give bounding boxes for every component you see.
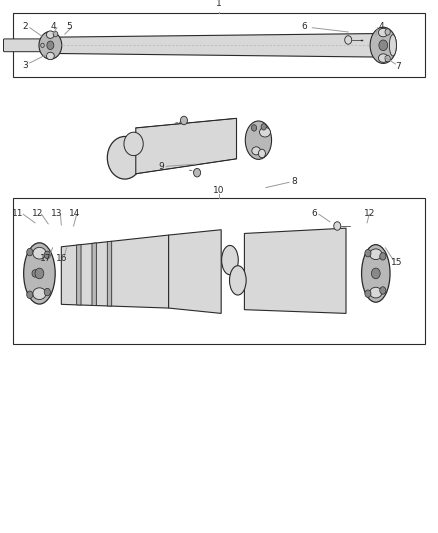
- Circle shape: [385, 55, 390, 62]
- Circle shape: [261, 124, 266, 130]
- Polygon shape: [77, 245, 81, 305]
- Ellipse shape: [370, 27, 396, 63]
- Circle shape: [32, 270, 38, 277]
- Text: 15: 15: [391, 258, 402, 266]
- Text: 17: 17: [40, 254, 52, 263]
- Circle shape: [27, 291, 33, 298]
- Ellipse shape: [252, 147, 261, 155]
- Polygon shape: [169, 230, 221, 313]
- Text: 5: 5: [66, 22, 72, 31]
- Ellipse shape: [245, 121, 272, 159]
- Polygon shape: [61, 235, 169, 308]
- Text: 6: 6: [311, 209, 318, 217]
- Polygon shape: [136, 118, 237, 174]
- Ellipse shape: [46, 31, 54, 38]
- Polygon shape: [92, 243, 96, 305]
- Text: 6: 6: [301, 22, 307, 31]
- Ellipse shape: [230, 265, 246, 295]
- Circle shape: [27, 248, 33, 256]
- Ellipse shape: [33, 247, 46, 259]
- Polygon shape: [59, 34, 374, 57]
- Circle shape: [41, 43, 44, 47]
- Circle shape: [47, 41, 54, 50]
- Circle shape: [365, 290, 371, 297]
- Polygon shape: [244, 228, 346, 313]
- Ellipse shape: [370, 287, 382, 298]
- Text: 12: 12: [364, 209, 376, 217]
- Polygon shape: [107, 241, 112, 306]
- Text: 9: 9: [158, 162, 164, 171]
- Text: 2: 2: [23, 22, 28, 31]
- Circle shape: [107, 136, 142, 179]
- Circle shape: [371, 268, 380, 279]
- Ellipse shape: [389, 35, 396, 56]
- Ellipse shape: [39, 31, 62, 59]
- Circle shape: [385, 29, 390, 35]
- Ellipse shape: [370, 249, 382, 260]
- Circle shape: [124, 132, 143, 156]
- Circle shape: [44, 288, 50, 296]
- Text: 4: 4: [378, 22, 384, 31]
- Text: 14: 14: [69, 209, 80, 217]
- Ellipse shape: [361, 245, 390, 302]
- Ellipse shape: [46, 52, 54, 60]
- Ellipse shape: [24, 243, 55, 304]
- Circle shape: [180, 116, 187, 125]
- Text: 12: 12: [32, 209, 43, 217]
- Text: 7: 7: [396, 62, 402, 71]
- Text: 8: 8: [291, 177, 297, 185]
- Text: 13: 13: [51, 209, 63, 217]
- Text: 1: 1: [216, 0, 222, 8]
- Ellipse shape: [378, 54, 388, 62]
- Text: 11: 11: [12, 209, 23, 217]
- Circle shape: [334, 222, 341, 230]
- Circle shape: [251, 125, 257, 131]
- Circle shape: [258, 149, 265, 158]
- Circle shape: [44, 251, 50, 259]
- Circle shape: [35, 268, 44, 279]
- Ellipse shape: [222, 245, 238, 275]
- Text: 16: 16: [56, 254, 67, 263]
- Ellipse shape: [259, 127, 271, 137]
- Circle shape: [365, 249, 371, 257]
- Ellipse shape: [378, 28, 388, 37]
- Ellipse shape: [33, 288, 46, 300]
- Text: 10: 10: [213, 186, 225, 195]
- Circle shape: [380, 253, 386, 260]
- Text: 3: 3: [22, 61, 28, 69]
- Text: 4: 4: [51, 22, 56, 31]
- Circle shape: [345, 36, 352, 44]
- Circle shape: [380, 287, 386, 294]
- Circle shape: [53, 31, 58, 37]
- Circle shape: [194, 168, 201, 177]
- FancyBboxPatch shape: [4, 39, 42, 52]
- Circle shape: [379, 40, 388, 51]
